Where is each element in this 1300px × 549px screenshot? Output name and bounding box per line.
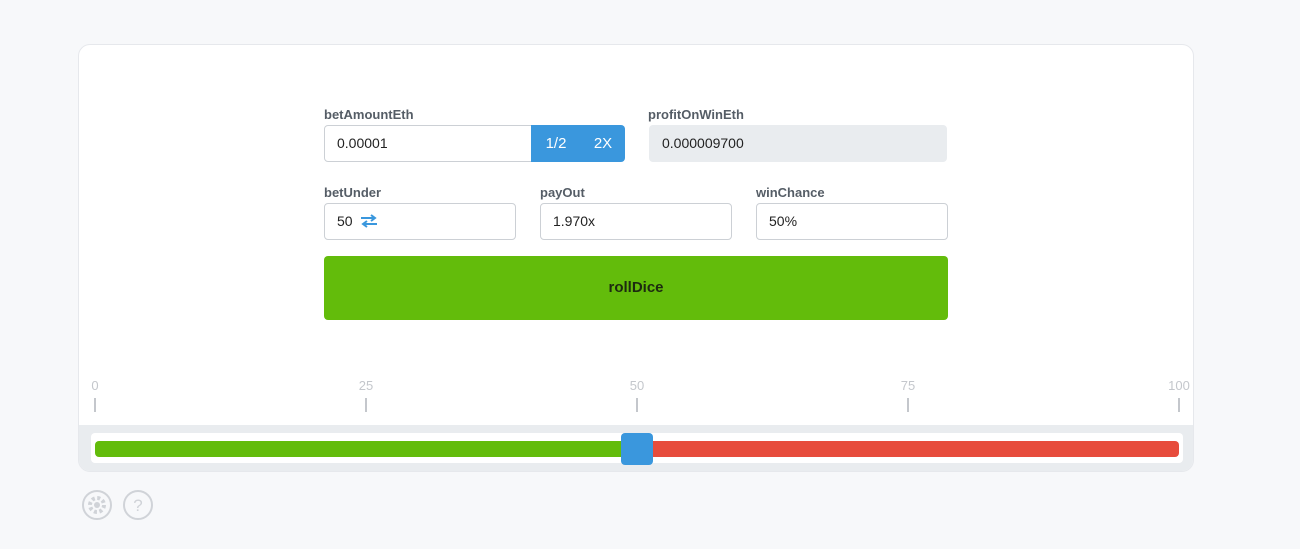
tick-label: 100: [1168, 378, 1190, 393]
help-icon[interactable]: ?: [123, 490, 153, 520]
win-range: [95, 441, 637, 457]
tick-label: 25: [359, 378, 373, 393]
label: profitOnWinEth: [648, 107, 744, 122]
label: betAmountEth: [324, 107, 414, 122]
double-button[interactable]: 2X: [581, 125, 625, 162]
bet-under-input[interactable]: 50: [324, 203, 516, 240]
half-button[interactable]: 1/2: [531, 125, 581, 162]
dice-card: betAmountEth 0.00001 1/2 2X profitOnWinE…: [78, 44, 1194, 472]
label: payOut: [540, 185, 585, 200]
tick-label: 50: [630, 378, 644, 393]
label: betUnder: [324, 185, 382, 200]
slider[interactable]: 0 25 50 75 100: [79, 375, 1194, 472]
help-text: ?: [133, 496, 142, 515]
lose-range: [637, 441, 1179, 457]
footer-icons: ?: [82, 490, 153, 520]
settings-icon[interactable]: [82, 490, 112, 520]
roll-button[interactable]: rollDice: [324, 256, 948, 320]
tick-label: 0: [91, 378, 98, 393]
payout-input[interactable]: 1.970x: [540, 203, 732, 240]
slider-handle[interactable]: [621, 433, 653, 465]
bet-amount-input[interactable]: 0.00001: [324, 125, 534, 162]
win-chance-input[interactable]: 50%: [756, 203, 948, 240]
label: winChance: [756, 185, 825, 200]
profit-output: 0.000009700: [649, 125, 947, 162]
tick-label: 75: [901, 378, 915, 393]
swap-icon[interactable]: [360, 214, 378, 228]
value: 50: [337, 213, 353, 229]
